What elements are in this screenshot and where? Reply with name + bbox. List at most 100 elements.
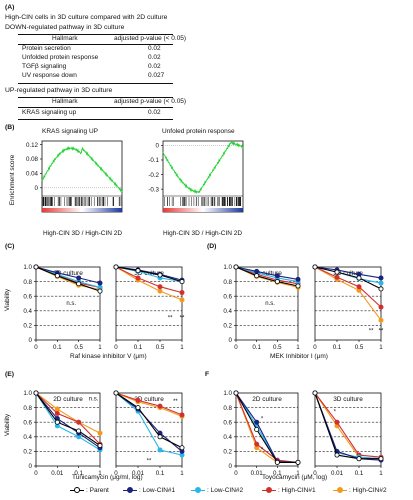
panel-a-intro: High-CIN cells in 3D culture compared wi… — [5, 14, 168, 21]
series-line — [314, 266, 382, 308]
ytick-label: 0.8 — [223, 405, 232, 412]
xtick-label: 0.1 — [134, 344, 143, 351]
ytick-label: 0.4 — [23, 434, 32, 441]
ytick-label: 0.2 — [223, 323, 232, 330]
data-point — [135, 268, 141, 274]
data-point — [254, 268, 260, 274]
data-point — [97, 430, 103, 436]
ytick-label: 0.8 — [23, 405, 32, 412]
gsea-rank-gradient — [163, 208, 243, 212]
gsea-enrichment-curve — [41, 146, 123, 193]
gsea-ytick-label: -0.1 — [148, 157, 159, 164]
ytick-label: 0 — [29, 337, 33, 344]
divider — [18, 97, 173, 98]
gsea-plot: 0.12 0.08 0.04 0 — [26, 140, 123, 213]
plot-frame — [35, 392, 101, 467]
data-point — [274, 279, 280, 285]
xtick-label: 0.1 — [273, 470, 282, 477]
xtick-label: 1 — [379, 344, 383, 351]
data-point — [33, 264, 39, 270]
panel-b-label: (B) — [5, 124, 15, 131]
c-xlabel: Raf kinase inhibitor V (μm) — [70, 353, 147, 360]
series-line — [235, 266, 299, 283]
ytick-label: 0.4 — [223, 434, 232, 441]
viability-plot: 3D culture 0 0.01 0.1 1 ** ** — [113, 390, 185, 477]
gsea-ytick-label: 0.04 — [26, 171, 39, 178]
data-point — [254, 441, 260, 447]
gsea-xlabel-upr: High-CIN 3D / High-CIN 2D — [163, 230, 243, 237]
data-point — [179, 279, 185, 285]
xtick-label: 0.1 — [355, 470, 364, 477]
panel-f-label: F — [205, 371, 210, 378]
ytick-label: 0.6 — [23, 419, 32, 426]
data-point — [233, 390, 239, 396]
data-point — [378, 286, 384, 292]
xtick-label: 0 — [114, 344, 118, 351]
significance-mark: * — [261, 447, 264, 453]
ytick-label: 0.2 — [23, 323, 32, 330]
data-point — [157, 434, 163, 440]
xtick-label: 1 — [379, 470, 383, 477]
down-col-hallmark: Hallmark — [52, 35, 78, 42]
series-line — [314, 266, 382, 321]
xtick-label: 1 — [98, 470, 102, 477]
plot-frame — [35, 266, 101, 341]
plot-title: 2D culture — [252, 396, 282, 403]
series-line — [314, 266, 382, 290]
viability-plot: 2D culture 0 0.01 0.1 1 1.0 0.8 0.6 0.4 0.2 0 * * — [223, 390, 301, 477]
plot-frame — [314, 392, 382, 467]
ytick-label: 0.4 — [23, 308, 32, 315]
series-line — [115, 266, 183, 294]
up-col-padj: adjusted p-value (< 0.05) — [114, 98, 187, 105]
data-point — [295, 459, 301, 465]
legend-item: : Parent — [86, 487, 109, 494]
significance-mark: ** — [173, 399, 178, 405]
data-point — [113, 264, 119, 270]
plot-title: 3D culture — [333, 270, 363, 277]
plot-title: 3D culture — [134, 396, 164, 403]
legend-item: : High-CIN#1 — [278, 487, 316, 494]
xtick-label: 0 — [34, 470, 38, 477]
gsea-ytick-label: 0 — [35, 185, 39, 192]
gsea-xlabel-kras: High-CIN 3D / High-CIN 2D — [43, 230, 123, 237]
down-table-title: DOWN-regulated pathway in 3D culture — [5, 24, 125, 31]
ytick-label: 0.6 — [223, 293, 232, 300]
data-point — [97, 280, 103, 286]
xtick-label: 0.1 — [333, 344, 342, 351]
series-line — [115, 392, 183, 456]
ytick-label: 0.6 — [23, 293, 32, 300]
data-point — [54, 273, 60, 279]
series-line — [235, 392, 299, 463]
xtick-label: 0.01 — [251, 470, 264, 477]
data-point — [295, 276, 301, 282]
adjusted-p-value: 0.02 — [148, 63, 161, 70]
plot-frame — [235, 266, 299, 341]
ytick-label: 0.8 — [23, 279, 32, 286]
data-point — [157, 272, 163, 278]
data-point — [54, 406, 60, 412]
ytick-label: 0 — [229, 337, 233, 344]
series-line — [35, 392, 101, 447]
legend-item: : Low-CIN#2 — [207, 487, 244, 494]
panel-a-label: (A) — [5, 4, 15, 11]
series-line — [35, 266, 101, 292]
plot-frame — [115, 266, 183, 341]
ytick-label: 1.0 — [23, 390, 32, 397]
hallmark-name: UV response down — [22, 72, 77, 79]
adjusted-p-value: 0.02 — [148, 45, 161, 52]
data-point — [113, 390, 119, 396]
data-point — [135, 397, 141, 403]
xtick-label: 0 — [234, 344, 238, 351]
ytick-label: 0.2 — [223, 449, 232, 456]
series-line — [115, 392, 183, 416]
viability-plot: 3D culture 0 0.01 0.1 1 * — [312, 390, 384, 477]
xtick-label: 0.5 — [273, 344, 282, 351]
data-point — [378, 275, 384, 281]
xtick-label: 0.01 — [331, 470, 344, 477]
data-point — [356, 275, 362, 281]
data-point — [378, 456, 384, 462]
data-point — [157, 288, 163, 294]
significance-mark: n.s. — [265, 301, 275, 307]
plot-title: 2D culture — [53, 270, 83, 277]
